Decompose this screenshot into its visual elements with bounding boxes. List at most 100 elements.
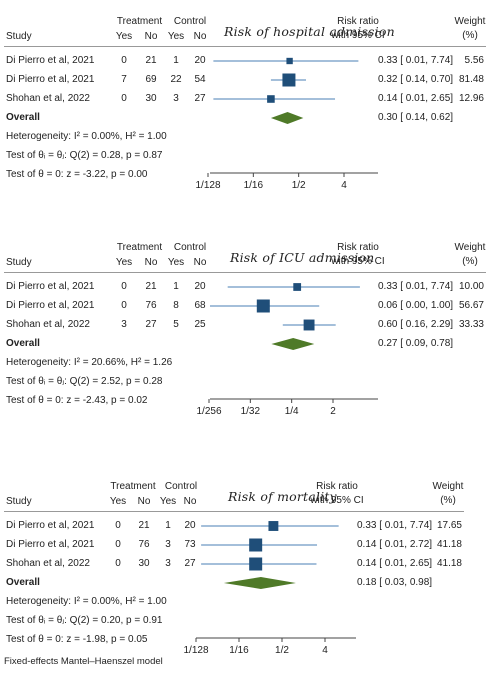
test-theta-text: Test of θ = 0: z = -1.98, p = 0.05 [6, 634, 148, 645]
control-no-count: 27 [184, 558, 196, 569]
treatment-no-header: No [144, 257, 158, 268]
risk-ratio-ci: 0.60 [ 0.16, 2.29] [378, 319, 454, 330]
control-yes-header: Yes [159, 496, 177, 507]
control-no-count: 73 [184, 539, 196, 550]
treatment-header: Treatment [110, 481, 156, 492]
weight-header: Weight [432, 481, 464, 492]
study-name: Di Pierro et al, 2021 [6, 300, 95, 311]
risk-ratio-header: Risk ratio [337, 16, 379, 27]
risk-ratio-ci: 0.14 [ 0.01, 2.65] [378, 93, 454, 104]
control-no-count: 20 [194, 281, 206, 292]
study-marker [293, 283, 302, 291]
overall-diamond [270, 112, 304, 124]
treatment-no-count: 27 [145, 319, 157, 330]
x-tick-label: 1/16 [229, 645, 249, 656]
panel-title: Risk of mortality [228, 489, 337, 504]
weight-pct-header: (%) [462, 30, 478, 41]
header-rule [4, 511, 464, 512]
treatment-yes-count: 7 [121, 74, 127, 85]
control-no-header: No [193, 257, 207, 268]
treatment-yes-header: Yes [115, 31, 133, 42]
treatment-no-count: 69 [145, 74, 157, 85]
study-marker [267, 95, 275, 103]
study-name: Di Pierro et al, 2021 [6, 281, 95, 292]
ci-header: with 95% CI [331, 30, 385, 41]
test-theta-i-text: Test of θᵢ = θⱼ: Q(2) = 0.28, p = 0.87 [6, 150, 163, 161]
risk-ratio-ci: 0.33 [ 0.01, 7.74] [378, 281, 454, 292]
ci-header: with 95% CI [310, 495, 364, 506]
control-no-count: 20 [194, 55, 206, 66]
test-theta-i-text: Test of θᵢ = θⱼ: Q(2) = 2.52, p = 0.28 [6, 376, 163, 387]
weight-value: 56.67 [458, 300, 484, 311]
x-tick-label: 1/32 [241, 406, 261, 417]
x-tick-label: 4 [322, 645, 328, 656]
weight-value: 17.65 [436, 520, 462, 531]
weight-value: 5.56 [464, 55, 484, 66]
control-header: Control [164, 481, 198, 492]
control-yes-count: 3 [165, 539, 171, 550]
x-tick-label: 2 [330, 406, 336, 417]
control-no-count: 27 [194, 93, 206, 104]
treatment-yes-count: 0 [121, 93, 127, 104]
x-tick-label: 4 [341, 180, 347, 191]
risk-ratio-ci: 0.14 [ 0.01, 2.72] [357, 539, 433, 550]
treatment-header: Treatment [116, 16, 163, 27]
control-yes-header: Yes [167, 257, 185, 268]
control-no-count: 20 [184, 520, 196, 531]
overall-ci: 0.27 [ 0.09, 0.78] [378, 338, 454, 349]
control-header: Control [173, 242, 207, 253]
treatment-no-count: 21 [145, 281, 157, 292]
control-header: Control [173, 16, 207, 27]
study-marker [249, 538, 263, 552]
risk-ratio-ci: 0.33 [ 0.01, 7.74] [357, 520, 433, 531]
control-yes-count: 1 [165, 520, 171, 531]
test-theta-text: Test of θ = 0: z = -2.43, p = 0.02 [6, 395, 148, 406]
ci-header: with 95% CI [331, 256, 385, 267]
test-theta-i-text: Test of θᵢ = θⱼ: Q(2) = 0.20, p = 0.91 [6, 615, 163, 626]
x-tick-label: 1/16 [244, 180, 264, 191]
study-marker [256, 299, 270, 313]
panel-title: Risk of hospital admission [224, 24, 395, 39]
weight-pct-header: (%) [440, 495, 456, 506]
treatment-no-count: 30 [145, 93, 157, 104]
treatment-yes-count: 0 [121, 281, 127, 292]
weight-value: 41.18 [436, 558, 462, 569]
treatment-yes-count: 0 [115, 520, 121, 531]
overall-label: Overall [6, 112, 40, 123]
weight-value: 10.00 [458, 281, 484, 292]
control-yes-count: 3 [165, 558, 171, 569]
heterogeneity-text: Heterogeneity: I² = 0.00%, H² = 1.00 [6, 596, 167, 607]
treatment-no-count: 30 [138, 558, 150, 569]
control-yes-count: 5 [173, 319, 179, 330]
treatment-yes-count: 0 [121, 55, 127, 66]
x-tick-label: 1/2 [275, 645, 289, 656]
test-theta-text: Test of θ = 0: z = -3.22, p = 0.00 [6, 169, 148, 180]
treatment-yes-count: 0 [115, 539, 121, 550]
heterogeneity-text: Heterogeneity: I² = 0.00%, H² = 1.00 [6, 131, 167, 142]
study-marker [249, 557, 263, 571]
x-tick-label: 1/128 [183, 645, 208, 656]
study-name: Shohan et al, 2022 [6, 93, 90, 104]
header-rule [4, 46, 486, 47]
treatment-no-count: 76 [145, 300, 157, 311]
treatment-no-header: No [137, 496, 151, 507]
risk-ratio-ci: 0.32 [ 0.14, 0.70] [378, 74, 454, 85]
footnote: Fixed-effects Mantel–Haenszel model [4, 656, 163, 667]
x-tick-label: 1/128 [195, 180, 220, 191]
control-yes-count: 1 [173, 281, 179, 292]
weight-value: 81.48 [458, 74, 484, 85]
study-name: Di Pierro et al, 2021 [6, 74, 95, 85]
study-marker [268, 521, 279, 531]
overall-diamond [271, 338, 315, 350]
study-header: Study [6, 31, 32, 42]
control-yes-count: 3 [173, 93, 179, 104]
study-name: Shohan et al, 2022 [6, 558, 90, 569]
treatment-no-count: 21 [145, 55, 157, 66]
study-name: Di Pierro et al, 2021 [6, 520, 95, 531]
header-rule [4, 272, 486, 273]
weight-header: Weight [454, 242, 486, 253]
overall-label: Overall [6, 338, 40, 349]
weight-header: Weight [454, 16, 486, 27]
